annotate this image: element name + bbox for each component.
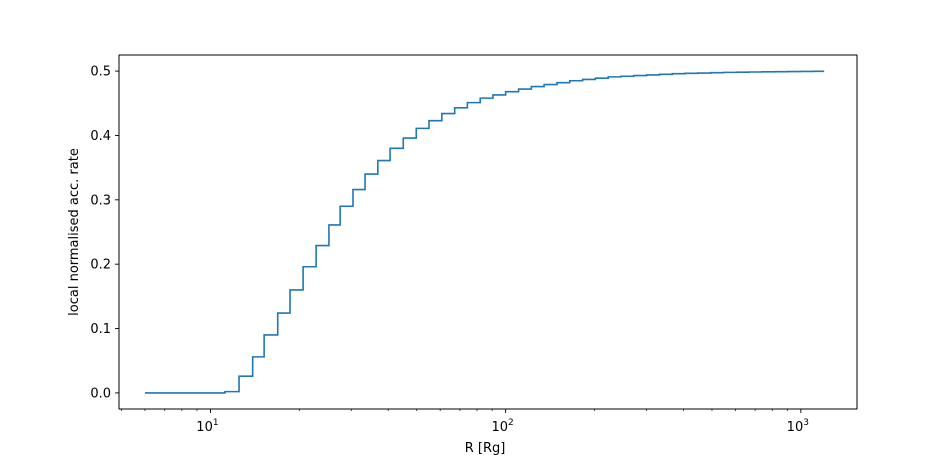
accretion-rate-step-line	[144, 70, 825, 394]
y-tick-label: 0.3	[90, 193, 111, 208]
plot-area	[144, 70, 825, 394]
y-tick-label: 0.5	[90, 65, 111, 80]
y-axis-ticks: 0.0 0.1 0.2 0.3 0.4 0.5	[90, 65, 119, 401]
x-tick-label: 102	[491, 418, 513, 435]
x-tick-label: 101	[196, 418, 218, 435]
x-axis-label: R [Rg]	[465, 441, 506, 456]
x-tick-label: 103	[787, 418, 809, 435]
y-tick-label: 0.0	[90, 386, 111, 401]
y-tick-label: 0.4	[90, 129, 111, 144]
axes-frame	[118, 54, 858, 410]
y-tick-label: 0.2	[90, 258, 111, 273]
x-axis-ticks: 101 102 103	[121, 409, 809, 435]
y-tick-label: 0.1	[90, 322, 111, 337]
y-axis-label: local normalised acc. rate	[67, 148, 82, 316]
